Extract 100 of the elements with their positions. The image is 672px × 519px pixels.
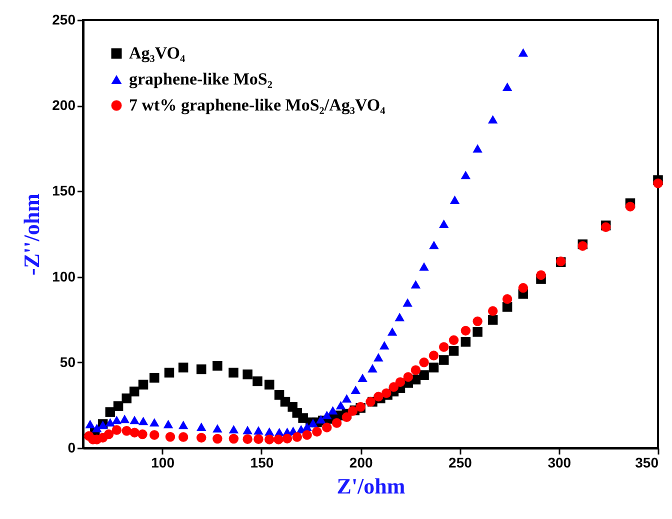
point	[282, 434, 292, 444]
point	[138, 416, 148, 426]
point	[150, 430, 160, 440]
point	[212, 434, 222, 444]
point	[438, 355, 449, 365]
point	[122, 426, 132, 436]
y-axis-title: -Z''/ohm	[19, 194, 44, 276]
point	[358, 374, 368, 382]
point	[113, 401, 124, 411]
point	[438, 220, 449, 228]
point	[394, 312, 405, 322]
point	[402, 298, 412, 307]
point	[438, 342, 449, 352]
point	[395, 377, 406, 387]
point	[264, 434, 274, 444]
y-tick-label: 50	[60, 354, 76, 370]
point	[112, 425, 122, 435]
point	[104, 429, 114, 440]
point	[488, 306, 498, 316]
point	[322, 410, 332, 420]
x-tick-label: 200	[349, 454, 373, 470]
point	[130, 428, 140, 438]
point	[138, 429, 148, 440]
point	[518, 283, 528, 293]
point	[488, 315, 498, 325]
point	[502, 82, 512, 91]
point	[105, 418, 116, 427]
y-tick-label: 250	[52, 12, 76, 28]
point	[302, 430, 312, 440]
point	[178, 432, 188, 442]
point	[410, 280, 421, 289]
point	[350, 386, 360, 394]
y-tick-label: 100	[52, 268, 76, 284]
point	[212, 360, 222, 371]
point	[252, 376, 262, 386]
point	[536, 270, 546, 280]
point	[196, 422, 206, 431]
point	[122, 393, 132, 404]
point	[460, 170, 471, 180]
point	[242, 370, 252, 380]
point	[312, 426, 322, 437]
point	[374, 353, 384, 362]
point	[92, 424, 102, 432]
point	[342, 394, 352, 403]
point	[387, 327, 398, 336]
point	[488, 115, 498, 124]
point	[328, 406, 338, 415]
point	[138, 380, 148, 390]
point	[228, 424, 239, 434]
y-tick-label: 200	[52, 97, 76, 114]
point	[228, 368, 238, 378]
point	[254, 426, 264, 435]
point	[460, 336, 471, 347]
point	[228, 434, 239, 444]
legend-label: graphene-like MoS₂	[129, 70, 272, 88]
point	[403, 372, 414, 382]
point	[178, 362, 188, 372]
point	[450, 196, 460, 204]
x-tick-label: 100	[151, 454, 175, 470]
point	[448, 335, 459, 346]
point	[164, 368, 174, 378]
point	[472, 327, 482, 337]
y-tick-label: 150	[52, 182, 76, 199]
point	[196, 432, 206, 443]
point	[653, 178, 663, 188]
point	[105, 407, 116, 417]
point	[196, 364, 206, 374]
point	[129, 386, 140, 396]
point	[342, 412, 352, 422]
x-tick-label: 300	[548, 454, 572, 470]
point	[472, 144, 482, 153]
point	[150, 418, 160, 427]
x-tick-label: 350	[635, 454, 659, 470]
point	[112, 416, 122, 424]
y-tick-label: 0	[68, 440, 76, 456]
point	[150, 372, 160, 383]
point	[336, 400, 346, 410]
point	[178, 420, 188, 430]
point	[429, 240, 439, 250]
point	[165, 432, 176, 442]
point	[448, 346, 459, 356]
point	[472, 316, 482, 326]
point	[419, 262, 429, 271]
point	[130, 416, 140, 424]
x-tick-label: 150	[250, 454, 274, 470]
point	[428, 350, 439, 360]
point	[625, 202, 636, 212]
point	[85, 420, 96, 428]
point	[254, 434, 264, 444]
point	[212, 424, 222, 433]
point	[388, 382, 399, 392]
x-tick-label: 250	[448, 454, 472, 470]
point	[274, 434, 284, 444]
point	[419, 370, 429, 380]
point	[242, 426, 252, 434]
point	[502, 294, 512, 304]
point	[332, 418, 342, 428]
legend-label: Ag₃VO₄	[129, 44, 186, 62]
legend-label: 7 wt% graphene-like MoS₂/Ag₃VO₄	[129, 96, 386, 114]
point	[322, 422, 332, 432]
